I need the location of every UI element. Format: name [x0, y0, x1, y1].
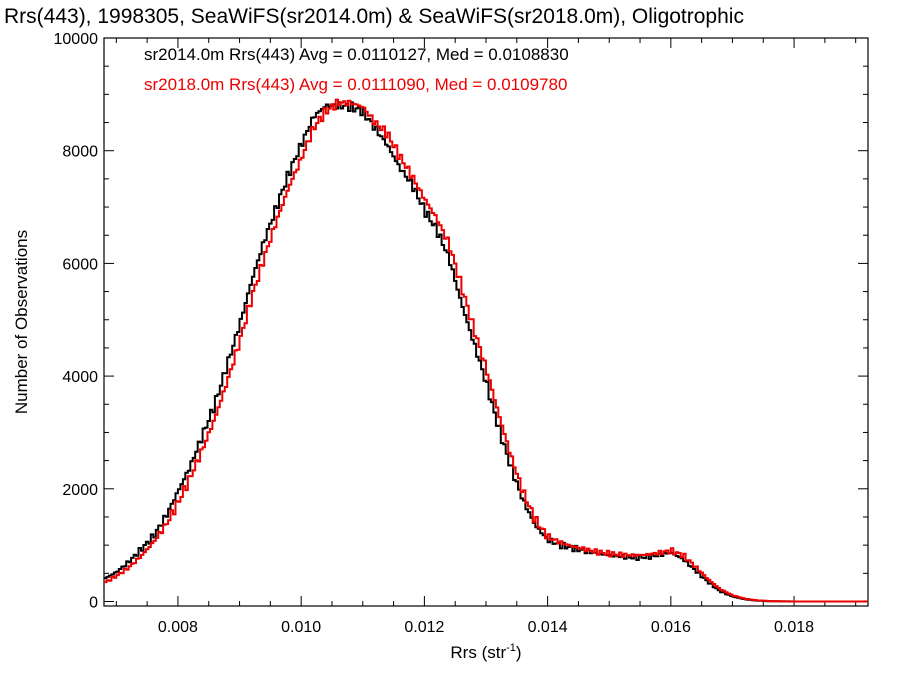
x-axis-label: Rrs (str-1)	[450, 642, 521, 662]
y-tick-label: 0	[89, 594, 98, 611]
y-tick-label: 10000	[54, 31, 99, 48]
legend-entry-sr2018: sr2018.0m Rrs(443) Avg = 0.0111090, Med …	[144, 75, 567, 94]
histogram-line-sr2018	[104, 98, 868, 603]
plot-frame	[103, 37, 869, 607]
y-tick-label: 2000	[62, 482, 98, 499]
x-tick-label: 0.014	[528, 619, 568, 636]
axis-ticks: 0.008 0.010 0.012 0.014 0.016 0.018 0 2000 4000 6…	[54, 31, 868, 636]
x-tick-label: 0.012	[404, 619, 444, 636]
x-tick-label: 0.008	[158, 619, 198, 636]
chart-title: Rrs(443), 1998305, SeaWiFS(sr2014.0m) & …	[4, 5, 744, 28]
y-tick-label: 6000	[62, 256, 98, 273]
x-tick-label: 0.018	[774, 619, 814, 636]
x-tick-label: 0.016	[651, 619, 691, 636]
histogram-line-sr2014	[104, 101, 868, 603]
x-axis-label-close: )	[516, 643, 522, 662]
x-axis-label-main: Rrs (str	[450, 643, 506, 662]
y-tick-label: 8000	[62, 144, 98, 161]
x-tick-label: 0.010	[281, 619, 321, 636]
legend-entry-sr2014: sr2014.0m Rrs(443) Avg = 0.0110127, Med …	[144, 45, 569, 64]
series-layer	[104, 98, 868, 603]
y-axis-label: Number of Observations	[12, 230, 31, 414]
x-axis-label-exponent: -1	[506, 642, 516, 654]
y-tick-label: 4000	[62, 369, 98, 386]
